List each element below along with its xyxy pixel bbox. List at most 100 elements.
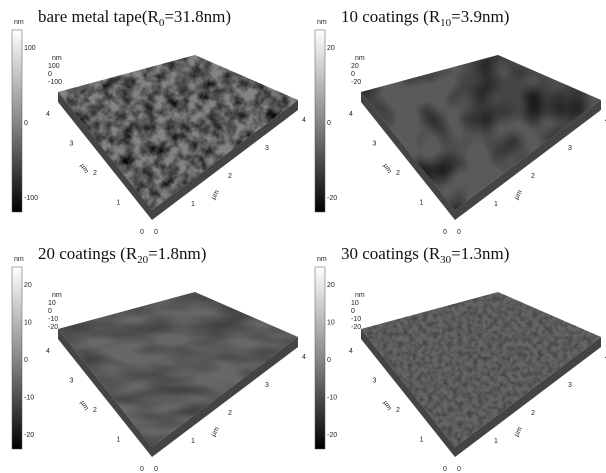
y-tick: 3	[373, 378, 377, 385]
z-unit: nm	[52, 292, 62, 299]
x-axis-label: µm	[513, 189, 524, 201]
colorbar-tick: -20	[327, 195, 337, 202]
colorbar-tick: 10	[327, 320, 335, 327]
colorbar-tick: -20	[24, 432, 34, 439]
x-tick: 2	[531, 410, 535, 417]
colorbar	[12, 30, 22, 212]
z-tick: 0	[351, 71, 355, 78]
z-tick: 0	[48, 71, 52, 78]
y-tick: 2	[396, 170, 400, 177]
x-tick: 2	[531, 173, 535, 180]
y-tick: 4	[349, 111, 353, 118]
colorbar-tick: 20	[327, 282, 335, 289]
panel-title: 20 coatings (R20=1.8nm)	[38, 244, 206, 266]
x-tick: 3	[568, 145, 572, 152]
z-tick: 20	[351, 63, 359, 70]
x-tick: 4	[302, 117, 306, 124]
colorbar-tick: 20	[327, 45, 335, 52]
y-tick: 1	[420, 437, 424, 444]
y-axis-label: µm	[79, 163, 90, 175]
colorbar-tick: 0	[24, 357, 28, 364]
colorbar-tick: 0	[24, 120, 28, 127]
z-tick: 10	[48, 300, 56, 307]
z-tick: 0	[48, 308, 52, 315]
afm-panel: bare metal tape(R0=31.8nm)nm1000-100nm10…	[12, 7, 306, 236]
y-tick: 1	[420, 200, 424, 207]
y-tick: 3	[373, 141, 377, 148]
y-tick: 1	[117, 437, 121, 444]
y-tick: 2	[396, 407, 400, 414]
colorbar-tick: -100	[24, 195, 38, 202]
afm-panel: 10 coatings (R10=3.9nm)nm200-20nm200-200…	[315, 7, 606, 236]
x-tick: 2	[228, 410, 232, 417]
z-unit: nm	[52, 55, 62, 62]
title-text: =31.8nm)	[164, 7, 231, 26]
title-subscript: 30	[440, 254, 452, 266]
y-tick: 4	[46, 348, 50, 355]
panel-title: 10 coatings (R10=3.9nm)	[341, 7, 509, 29]
colorbar-tick: 100	[24, 45, 36, 52]
x-axis-label: µm	[513, 426, 524, 438]
y-axis-label: µm	[79, 400, 90, 412]
x-tick: 1	[494, 201, 498, 208]
x-tick: 1	[494, 438, 498, 445]
y-tick: 4	[349, 348, 353, 355]
afm-panel: 30 coatings (R30=1.3nm)nm20100-10-20nm10…	[315, 244, 606, 473]
z-tick: -100	[48, 79, 62, 86]
x-tick: 3	[265, 382, 269, 389]
colorbar-unit: nm	[317, 256, 327, 263]
title-text: 10 coatings (R	[341, 7, 441, 26]
afm-panel: 20 coatings (R20=1.8nm)nm20100-10-20nm10…	[12, 244, 306, 473]
colorbar	[315, 267, 325, 449]
title-text: bare metal tape(R	[38, 7, 159, 26]
y-tick: 0	[443, 466, 447, 473]
y-tick: 0	[140, 229, 144, 236]
x-axis-label: µm	[210, 426, 221, 438]
x-tick: 0	[154, 466, 158, 473]
z-tick: -10	[48, 316, 58, 323]
x-axis-label: µm	[210, 189, 221, 201]
colorbar-tick: -10	[327, 395, 337, 402]
x-tick: 4	[302, 354, 306, 361]
x-tick: 0	[457, 466, 461, 473]
colorbar-tick: 0	[327, 120, 331, 127]
z-tick: 0	[351, 308, 355, 315]
x-tick: 1	[191, 201, 195, 208]
colorbar-tick: -10	[24, 395, 34, 402]
figure: bare metal tape(R0=31.8nm)nm1000-100nm10…	[0, 0, 606, 473]
title-text: 20 coatings (R	[38, 244, 138, 263]
colorbar-unit: nm	[14, 19, 24, 26]
y-tick: 0	[443, 229, 447, 236]
x-tick: 1	[191, 438, 195, 445]
y-axis-label: µm	[382, 400, 393, 412]
x-tick: 2	[228, 173, 232, 180]
z-unit: nm	[355, 292, 365, 299]
panel-title: 30 coatings (R30=1.3nm)	[341, 244, 509, 266]
colorbar	[12, 267, 22, 449]
y-tick: 4	[46, 111, 50, 118]
z-tick: -20	[351, 324, 361, 331]
y-tick: 1	[117, 200, 121, 207]
x-tick: 0	[457, 229, 461, 236]
y-tick: 3	[70, 378, 74, 385]
x-tick: 3	[265, 145, 269, 152]
title-text: =1.3nm)	[451, 244, 509, 263]
title-subscript: 20	[137, 254, 149, 266]
y-tick: 3	[70, 141, 74, 148]
colorbar-tick: -20	[327, 432, 337, 439]
title-text: =1.8nm)	[148, 244, 206, 263]
z-tick: 100	[48, 63, 60, 70]
colorbar-tick: 10	[24, 320, 32, 327]
z-unit: nm	[355, 55, 365, 62]
colorbar	[315, 30, 325, 212]
x-tick: 0	[154, 229, 158, 236]
title-text: 30 coatings (R	[341, 244, 441, 263]
colorbar-tick: 20	[24, 282, 32, 289]
z-tick: 10	[351, 300, 359, 307]
z-tick: -10	[351, 316, 361, 323]
title-subscript: 10	[440, 17, 452, 29]
z-tick: -20	[48, 324, 58, 331]
colorbar-unit: nm	[14, 256, 24, 263]
title-text: =3.9nm)	[451, 7, 509, 26]
y-tick: 2	[93, 407, 97, 414]
